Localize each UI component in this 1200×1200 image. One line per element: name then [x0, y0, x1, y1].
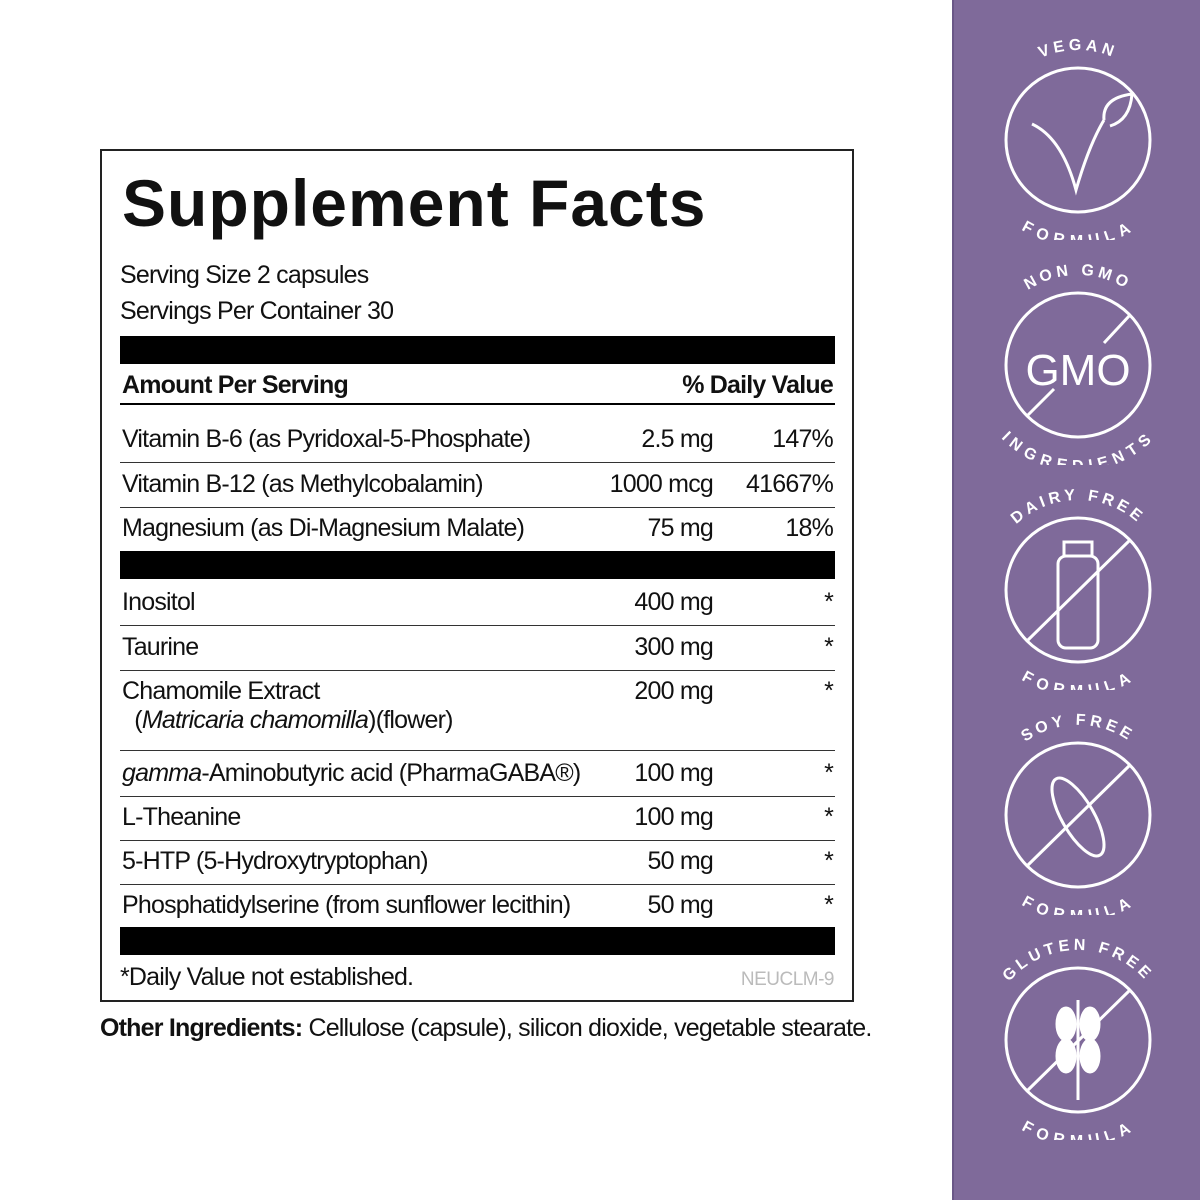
ingredient-name: 5-HTP (5-Hydroxytryptophan) — [122, 847, 429, 875]
no-dairy-bottle-icon — [1004, 516, 1152, 664]
ingredient-name: gamma-Aminobutyric acid (PharmaGABA®) — [122, 759, 581, 787]
ingredient-amount: 75 mg — [647, 514, 714, 542]
no-gmo-icon: GMO — [1004, 291, 1152, 439]
badge-dairy-free: DAIRY FREE FORMULA — [954, 470, 1200, 700]
ingredient-daily-value: * — [824, 891, 834, 919]
table-row: Phosphatidylserine (from sunflower lecit… — [120, 885, 835, 927]
ingredient-amount: 200 mg — [634, 677, 713, 705]
panel-title: Supplement Facts — [122, 166, 707, 240]
table-row: Magnesium (as Di-Magnesium Malate) 75 mg 1… — [120, 508, 835, 550]
certification-sidebar: VEGAN FORMULA GMO NON GMO INGREDIENTS DA… — [952, 0, 1200, 1200]
ingredient-daily-value: * — [824, 677, 834, 705]
table-row: Inositol 400 mg * — [120, 582, 835, 626]
amount-per-serving-header: Amount Per Serving — [122, 371, 349, 399]
ingredient-name: Magnesium (as Di-Magnesium Malate) — [122, 514, 525, 542]
no-soy-icon — [1004, 741, 1152, 889]
ingredient-daily-value: 147% — [772, 425, 834, 453]
ingredient-daily-value: * — [824, 588, 834, 616]
table-row: Chamomile Extract (Matricaria chamomilla… — [120, 671, 835, 751]
other-ingredients-label: Other Ingredients: — [100, 1014, 303, 1042]
ingredient-amount: 300 mg — [634, 633, 713, 661]
svg-text:FORMULA: FORMULA — [1019, 1118, 1137, 1140]
supplement-facts-panel: Supplement Facts Serving Size 2 capsules… — [100, 149, 854, 1002]
servings-per-container: Servings Per Container 30 — [120, 297, 394, 325]
serving-size: Serving Size 2 capsules — [120, 261, 369, 289]
ingredient-amount: 1000 mcg — [609, 470, 714, 498]
table-row: Vitamin B-12 (as Methylcobalamin) 1000 mc… — [120, 464, 835, 508]
daily-value-header: % Daily Value — [682, 371, 834, 399]
header-row: Amount Per Serving % Daily Value — [120, 365, 835, 405]
ingredient-daily-value: 18% — [785, 514, 833, 542]
ingredient-name: Vitamin B-12 (as Methylcobalamin) — [122, 470, 484, 498]
ingredient-daily-value: * — [824, 847, 834, 875]
badge-vegan: VEGAN FORMULA — [954, 20, 1200, 250]
badge-top-text: VEGAN — [1036, 37, 1116, 62]
other-ingredients: Other Ingredients: Cellulose (capsule), … — [100, 1014, 872, 1043]
ingredient-name: Vitamin B-6 (as Pyridoxal-5-Phosphate) — [122, 425, 531, 453]
svg-text:FORMULA: FORMULA — [1019, 218, 1137, 240]
badge-top-text: NON GMO — [1021, 262, 1130, 294]
ingredient-daily-value: * — [824, 759, 834, 787]
ingredient-name: L-Theanine — [122, 803, 241, 831]
badge-bottom-text: FORMULA — [1019, 1118, 1133, 1150]
ingredient-amount: 400 mg — [634, 588, 713, 616]
svg-text:SOY FREE: SOY FREE — [1018, 712, 1137, 745]
badge-bottom-text: FORMULA — [1019, 893, 1133, 925]
ingredient-amount: 50 mg — [647, 891, 714, 919]
table-row: 5-HTP (5-Hydroxytryptophan) 50 mg * — [120, 841, 835, 885]
badge-top-text: DAIRY FREE — [1008, 487, 1144, 528]
svg-text:FORMULA: FORMULA — [1019, 668, 1137, 690]
svg-text:NON GMO: NON GMO — [1021, 262, 1134, 294]
product-code: NEUCLM-9 — [740, 969, 835, 990]
vegan-leaf-icon — [1004, 66, 1152, 214]
badge-bottom-text: INGREDIENTS — [998, 429, 1153, 475]
ingredient-name: Phosphatidylserine (from sunflower lecit… — [122, 891, 571, 919]
svg-text:VEGAN: VEGAN — [1036, 37, 1120, 62]
divider-bar — [120, 336, 835, 364]
svg-text:GLUTEN FREE: GLUTEN FREE — [1000, 937, 1157, 985]
ingredient-name: Inositol — [122, 588, 196, 616]
ingredient-amount: 50 mg — [647, 847, 714, 875]
svg-text:GMO: GMO — [1025, 346, 1130, 395]
badge-top-text: SOY FREE — [1018, 712, 1133, 745]
ingredient-daily-value: * — [824, 803, 834, 831]
badge-gluten-free: GLUTEN FREE FORMULA — [954, 920, 1200, 1150]
table-row: L-Theanine 100 mg * — [120, 797, 835, 841]
ingredient-name: Chamomile Extract (Matricaria chamomilla… — [122, 677, 453, 734]
ingredient-name: Taurine — [122, 633, 199, 661]
svg-text:DAIRY FREE: DAIRY FREE — [1008, 487, 1148, 528]
footnote: *Daily Value not established. — [120, 963, 414, 991]
ingredient-daily-value: * — [824, 633, 834, 661]
svg-text:FORMULA: FORMULA — [1019, 893, 1137, 915]
other-ingredients-text: Cellulose (capsule), silicon dioxide, ve… — [302, 1014, 872, 1042]
badge-top-text: GLUTEN FREE — [1000, 937, 1153, 985]
table-row: Taurine 300 mg * — [120, 627, 835, 671]
badge-non-gmo: GMO NON GMO INGREDIENTS — [954, 245, 1200, 475]
divider-bar — [120, 927, 835, 955]
table-row: Vitamin B-6 (as Pyridoxal-5-Phosphate) 2.… — [120, 419, 835, 463]
divider-bar — [120, 551, 835, 579]
badge-soy-free: SOY FREE FORMULA — [954, 695, 1200, 925]
no-gluten-wheat-icon — [1004, 966, 1152, 1114]
svg-text:INGREDIENTS: INGREDIENTS — [998, 429, 1157, 465]
table-row: gamma-Aminobutyric acid (PharmaGABA®) 100… — [120, 753, 835, 797]
ingredient-daily-value: 41667% — [746, 470, 834, 498]
badge-bottom-text: FORMULA — [1019, 218, 1133, 250]
ingredient-amount: 100 mg — [634, 759, 713, 787]
badge-bottom-text: FORMULA — [1019, 668, 1133, 700]
ingredient-amount: 2.5 mg — [641, 425, 713, 453]
ingredient-amount: 100 mg — [634, 803, 713, 831]
